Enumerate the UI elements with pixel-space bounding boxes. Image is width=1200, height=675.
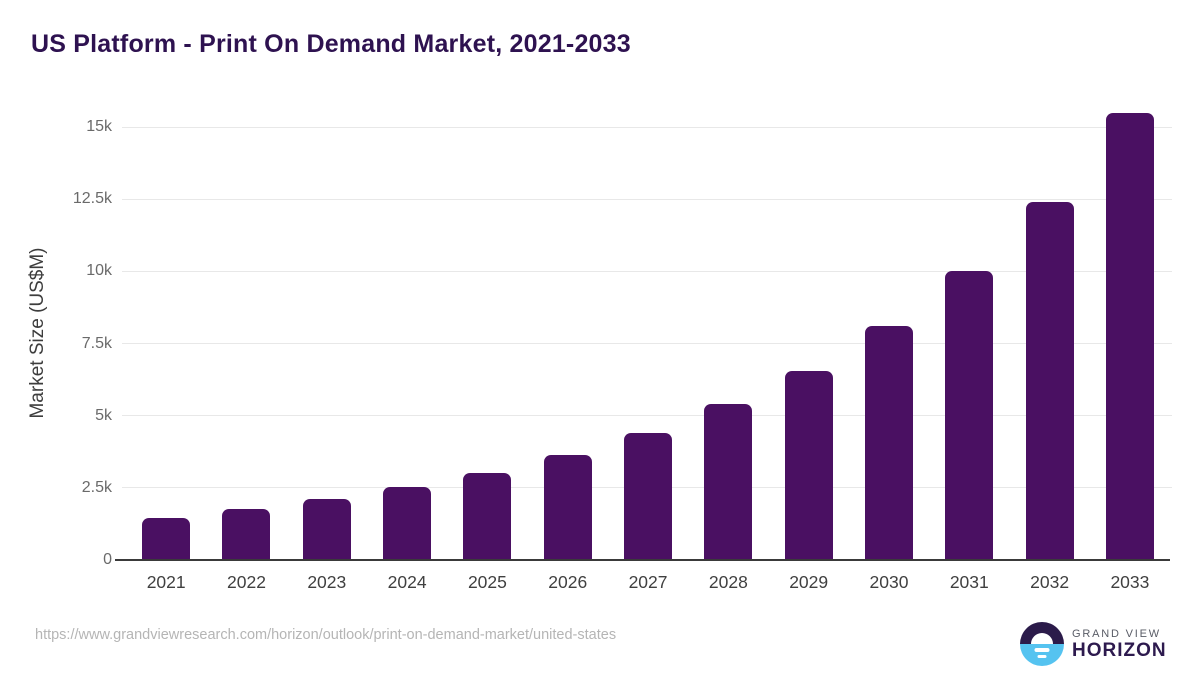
x-tick-label-2021: 2021 bbox=[146, 572, 186, 592]
plot-area bbox=[126, 100, 1170, 560]
x-axis-labels: 2021 2022 2023 2024 2025 2026 2027 2028 2029 2030… bbox=[126, 570, 1170, 594]
y-tick-label-12.5k: 12.5k bbox=[72, 190, 112, 208]
bar-2026 bbox=[543, 454, 592, 560]
bar-slot-2033 bbox=[1090, 100, 1170, 560]
bar-2028 bbox=[704, 404, 753, 560]
bar-slot-2024 bbox=[367, 100, 447, 560]
x-tick-label-2028: 2028 bbox=[708, 572, 748, 592]
bar-2024 bbox=[383, 487, 432, 560]
bar-2029 bbox=[784, 370, 833, 560]
bar-slot-2030 bbox=[849, 100, 929, 560]
x-tick-label-2030: 2030 bbox=[869, 572, 909, 592]
x-tick-label-2023: 2023 bbox=[307, 572, 347, 592]
x-tick-label-2031: 2031 bbox=[949, 572, 989, 592]
gridline-12.5k bbox=[122, 198, 1172, 200]
grand-view-horizon-logo: GRAND VIEW HORIZON bbox=[1020, 622, 1167, 666]
x-tick-label-2024: 2024 bbox=[387, 572, 427, 592]
bar-slot-2025 bbox=[447, 100, 527, 560]
gridline-5k bbox=[122, 415, 1172, 417]
y-tick-label-5k: 5k bbox=[95, 406, 112, 424]
bar-slot-2022 bbox=[206, 100, 286, 560]
gridline-10k bbox=[122, 270, 1172, 272]
y-tick-label-10k: 10k bbox=[86, 262, 112, 280]
bar-2022 bbox=[222, 509, 271, 560]
gridline-15k bbox=[122, 126, 1172, 128]
x-tick-label-2032: 2032 bbox=[1030, 572, 1070, 592]
bar-2023 bbox=[302, 499, 351, 560]
horizon-sun-icon bbox=[1020, 622, 1064, 666]
x-tick-label-2033: 2033 bbox=[1110, 572, 1150, 592]
logo-wordmark: GRAND VIEW HORIZON bbox=[1072, 628, 1167, 660]
chart-title: US Platform - Print On Demand Market, 20… bbox=[31, 30, 631, 58]
x-tick-label-2025: 2025 bbox=[467, 572, 507, 592]
gridline-7.5k bbox=[122, 343, 1172, 344]
y-tick-label-0: 0 bbox=[103, 551, 112, 568]
bar-2027 bbox=[624, 433, 673, 560]
bar-2033 bbox=[1105, 112, 1154, 560]
sun-dome-shape bbox=[1031, 633, 1053, 644]
bar-2030 bbox=[864, 326, 913, 560]
y-tick-label-15k: 15k bbox=[86, 118, 112, 135]
x-tick-label-2029: 2029 bbox=[789, 572, 829, 592]
bar-2025 bbox=[463, 472, 512, 560]
bar-2031 bbox=[945, 271, 994, 560]
x-axis-line bbox=[115, 559, 1170, 561]
x-tick-label-2022: 2022 bbox=[227, 572, 266, 592]
x-tick-label-2026: 2026 bbox=[548, 572, 588, 592]
bar-2021 bbox=[142, 518, 191, 560]
source-url: https://www.grandviewresearch.com/horizo… bbox=[35, 627, 617, 643]
y-tick-label-7.5k: 7.5k bbox=[81, 334, 112, 352]
bar-slot-2026 bbox=[528, 100, 608, 560]
brand-name-grand-view: GRAND VIEW bbox=[1072, 628, 1161, 640]
bar-slot-2021 bbox=[126, 100, 206, 560]
bar-slot-2029 bbox=[769, 100, 849, 560]
x-tick-label-2027: 2027 bbox=[628, 572, 668, 592]
bar-2032 bbox=[1025, 202, 1074, 560]
y-tick-label-2.5k: 2.5k bbox=[81, 478, 112, 496]
brand-name-horizon: HORIZON bbox=[1072, 640, 1167, 661]
bar-slot-2027 bbox=[608, 100, 688, 560]
bar-slot-2032 bbox=[1009, 100, 1089, 560]
reflection-line-1 bbox=[1034, 648, 1050, 652]
bar-slot-2028 bbox=[688, 100, 768, 560]
bar-slot-2023 bbox=[287, 100, 367, 560]
bar-slot-2031 bbox=[929, 100, 1009, 560]
reflection-line-2 bbox=[1037, 654, 1047, 658]
